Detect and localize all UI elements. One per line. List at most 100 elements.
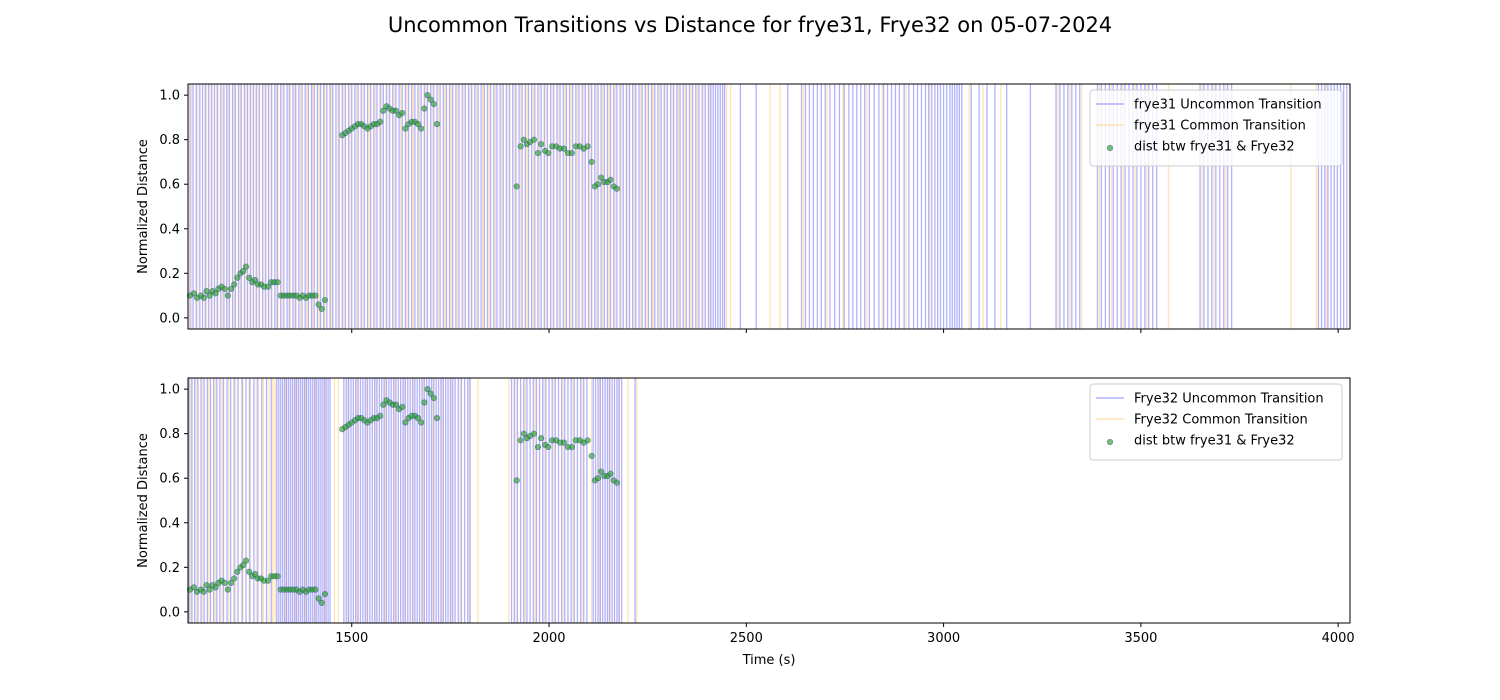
distance-point — [231, 575, 238, 582]
y-tick-label: 0.0 — [159, 605, 180, 620]
distance-point — [321, 296, 329, 304]
distance-point — [418, 419, 425, 426]
distance-point — [392, 107, 400, 114]
distance-point — [594, 475, 602, 482]
distance-point — [251, 276, 259, 284]
distance-point — [242, 557, 250, 564]
distance-point — [613, 185, 620, 192]
distance-point — [607, 470, 614, 477]
y-tick-label: 0.2 — [159, 561, 180, 576]
distance-point — [517, 437, 524, 444]
distance-point — [221, 579, 228, 587]
distance-point — [206, 292, 213, 299]
y-tick-label: 0.0 — [159, 311, 180, 326]
distance-point — [584, 143, 591, 150]
x-axis-label: Time (s) — [742, 653, 796, 668]
distance-point — [530, 430, 538, 437]
distance-point — [200, 588, 207, 595]
distance-point — [231, 281, 238, 288]
distance-point — [312, 292, 319, 299]
y-tick-label: 0.6 — [159, 472, 180, 487]
distance-point — [594, 181, 602, 188]
legend-entry: frye31 Common Transition — [1134, 119, 1306, 134]
x-tick-label: 2500 — [730, 631, 763, 646]
figure-title: Uncommon Transitions vs Distance for fry… — [388, 13, 1112, 37]
distance-point — [402, 125, 409, 132]
distance-point — [224, 586, 231, 593]
legend-box — [1089, 383, 1343, 461]
distance-point — [224, 292, 231, 299]
distance-point — [318, 305, 325, 313]
distance-point — [414, 414, 422, 422]
distance-point — [315, 595, 322, 602]
legend-entry: Frye32 Common Transition — [1134, 413, 1308, 428]
legend-box — [1089, 89, 1343, 167]
legend-entry: Frye32 Uncommon Transition — [1134, 392, 1324, 407]
distance-point — [424, 386, 431, 393]
distance-point — [227, 285, 235, 293]
distance-point — [430, 394, 437, 402]
distance-point — [246, 568, 253, 575]
distance-point — [200, 294, 207, 301]
distance-point — [538, 141, 545, 148]
panel-frye31: 0.0 0.2 0.4 0.6 0.8 1.0 Normalized Distance fry… — [136, 83, 1351, 333]
y-tick-label: 0.8 — [159, 427, 180, 442]
distance-point — [598, 174, 605, 181]
distance-point — [251, 570, 259, 578]
panel-frye32: 0.0 0.2 0.4 0.6 0.8 1.0 1500 2000 2500 3000 3500 40… — [136, 377, 1355, 668]
distance-point — [568, 149, 576, 157]
distance-point — [380, 107, 387, 114]
axes-frame — [187, 377, 1351, 624]
legend: frye31 Uncommon Transition frye31 Common … — [1089, 89, 1343, 167]
legend-entry: frye31 Uncommon Transition — [1134, 98, 1322, 113]
distance-point — [613, 479, 620, 486]
legend-distance-swatch — [1106, 438, 1114, 446]
distance-point — [312, 586, 319, 593]
distance-point — [264, 577, 272, 584]
distance-point — [545, 443, 552, 451]
y-tick-label: 1.0 — [159, 89, 180, 104]
distance-point — [246, 274, 253, 281]
distance-point — [520, 136, 527, 143]
legend-entry: dist btw frye31 & Frye32 — [1134, 140, 1295, 155]
distance-point — [274, 279, 281, 286]
distance-point — [392, 401, 400, 408]
distance-point — [513, 477, 520, 484]
distance-point — [203, 288, 210, 295]
legend-entry: dist btw frye31 & Frye32 — [1134, 434, 1295, 449]
y-tick-label: 0.8 — [159, 133, 180, 148]
x-tick-label: 4000 — [1322, 631, 1355, 646]
distance-point — [588, 452, 595, 460]
distance-point — [377, 412, 384, 419]
distance-point — [380, 401, 387, 408]
distance-point — [598, 468, 605, 475]
distance-point — [242, 263, 250, 270]
distance-point — [234, 568, 241, 575]
y-tick-label: 1.0 — [159, 383, 180, 398]
distance-point — [227, 579, 235, 587]
distance-point — [414, 120, 422, 128]
distance-point — [427, 96, 434, 103]
distance-point — [584, 437, 591, 444]
distance-point — [430, 100, 437, 108]
legend-distance-swatch — [1106, 144, 1114, 152]
distance-point — [534, 443, 542, 451]
distance-point — [203, 582, 210, 589]
distance-point — [545, 149, 552, 157]
distance-point — [190, 290, 198, 297]
distance-point — [221, 285, 228, 293]
distance-points — [186, 92, 620, 313]
distance-point — [240, 561, 247, 569]
distance-point — [560, 439, 568, 446]
distance-point — [212, 290, 219, 297]
distance-point — [421, 399, 428, 406]
distance-point — [399, 109, 406, 117]
distance-point — [560, 145, 568, 152]
y-tick-label: 0.2 — [159, 267, 180, 282]
y-tick-label: 0.4 — [159, 516, 180, 531]
x-tick-label: 3000 — [927, 631, 960, 646]
distance-point — [530, 136, 538, 143]
distance-point — [318, 599, 325, 607]
distance-point — [520, 430, 527, 437]
distance-point — [321, 590, 329, 598]
